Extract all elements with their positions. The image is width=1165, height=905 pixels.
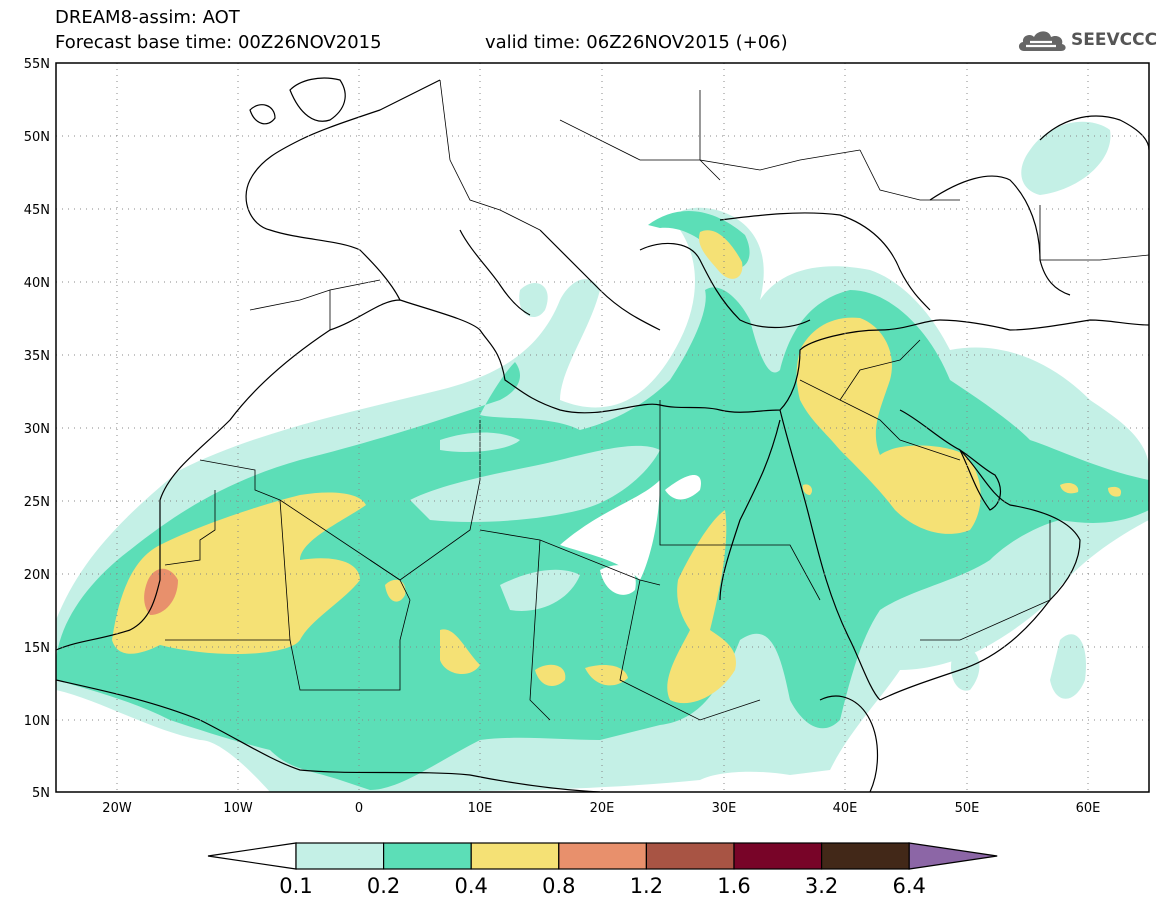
colorbar-arrow-low — [207, 842, 297, 870]
colorbar-segment — [295, 842, 385, 870]
colorbar-segment — [383, 842, 472, 870]
lon-tick-label: 10E — [468, 801, 493, 816]
aot-field — [56, 121, 1149, 792]
lon-tick-label: 20E — [590, 801, 615, 816]
map-frame — [55, 62, 1150, 793]
lon-tick-label: 40E — [833, 801, 858, 816]
colorbar-arrow-high — [908, 842, 998, 870]
colorbar-segment — [470, 842, 560, 870]
map-title: DREAM8-assim: AOT — [55, 7, 240, 28]
lat-tick-label: 30N — [24, 422, 50, 437]
colorbar-segment — [558, 842, 647, 870]
lon-tick-label: 30E — [712, 801, 737, 816]
forecast-base-time: Forecast base time: 00Z26NOV2015 — [55, 32, 382, 53]
colorbar-segment — [820, 842, 910, 870]
lon-tick-label: 20W — [102, 801, 132, 816]
colorbar-segment — [645, 842, 735, 870]
lat-tick-label: 20N — [24, 568, 50, 583]
lon-tick-label: 50E — [955, 801, 980, 816]
coastlines — [56, 77, 1149, 792]
seevccc-logo: SEEVCCC — [1016, 25, 1157, 55]
cloud-icon — [1018, 31, 1066, 51]
valid-time: valid time: 06Z26NOV2015 (+06) — [485, 32, 788, 53]
lat-tick-label: 50N — [24, 130, 50, 145]
lon-tick-label: 60E — [1076, 801, 1101, 816]
lat-tick-label: 25N — [24, 495, 50, 510]
lat-tick-label: 10N — [24, 714, 50, 729]
colorbar-label: 3.2 — [805, 874, 838, 898]
lat-axis: 55N 50N 45N 40N 35N 30N 25N 20N 15N 10N … — [24, 57, 50, 801]
lat-tick-label: 15N — [24, 641, 50, 656]
lat-tick-label: 45N — [24, 203, 50, 218]
colorbar-label: 0.8 — [542, 874, 575, 898]
lat-tick-label: 5N — [32, 786, 50, 801]
colorbar-label: 6.4 — [892, 874, 925, 898]
aot-low-areas — [560, 475, 701, 595]
lat-tick-label: 55N — [24, 57, 50, 72]
colorbar: 0.1 0.2 0.4 0.8 1.2 1.6 3.2 6.4 — [207, 842, 998, 898]
lon-axis: 20W 10W 0 10E 20E 30E 40E 50E 60E — [102, 801, 1100, 816]
lon-tick-label: 0 — [355, 801, 363, 816]
map-grid — [56, 63, 1149, 792]
aot-band-0.4 — [112, 230, 1122, 704]
colorbar-label: 0.2 — [367, 874, 400, 898]
logo-text: SEEVCCC — [1071, 30, 1158, 50]
lon-tick-label: 10W — [223, 801, 253, 816]
colorbar-label: 1.2 — [630, 874, 663, 898]
colorbar-label: 0.1 — [279, 874, 312, 898]
lat-tick-label: 40N — [24, 276, 50, 291]
colorbar-label: 0.4 — [454, 874, 487, 898]
colorbar-segment — [733, 842, 823, 870]
colorbar-label: 1.6 — [717, 874, 750, 898]
lat-tick-label: 35N — [24, 349, 50, 364]
